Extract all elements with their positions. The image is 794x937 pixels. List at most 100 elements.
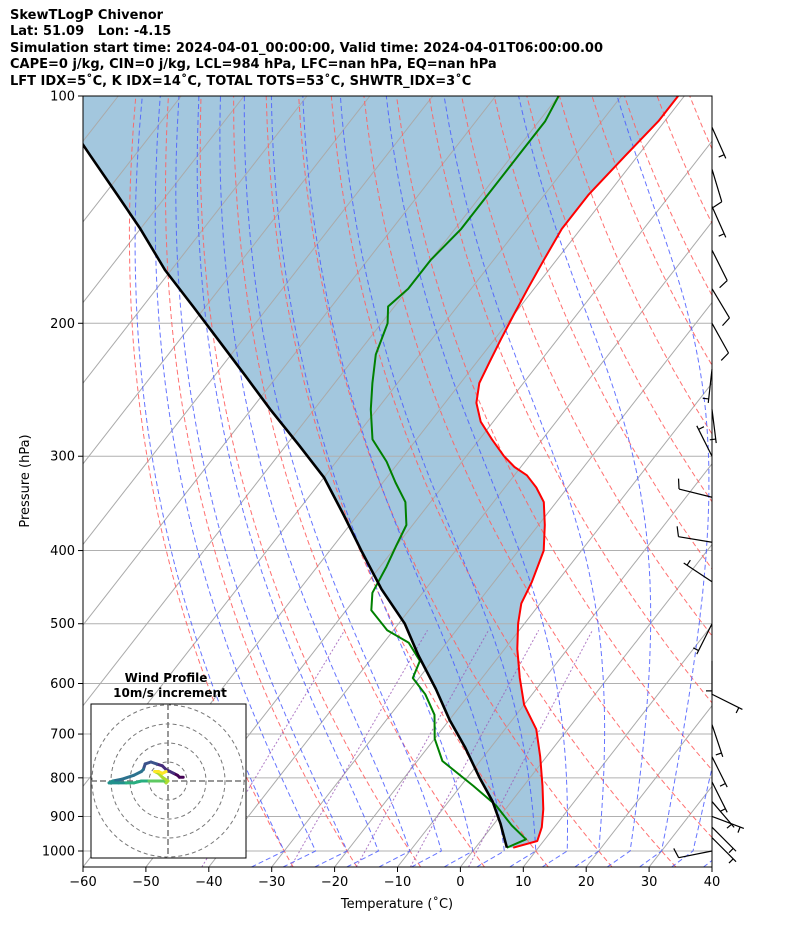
- moist-adiabat: [154, 96, 317, 867]
- hodograph-segment: [120, 773, 136, 781]
- isotherm: [460, 543, 712, 867]
- wind-barb: [673, 848, 713, 859]
- y-tick-label: 500: [50, 617, 75, 632]
- x-tick-label: 40: [704, 875, 721, 890]
- isotherm: [522, 624, 712, 867]
- index-line: LFT IDX=5˚C, K IDX=14˚C, TOTAL TOTS=53˚C…: [10, 73, 472, 89]
- barb-half-flag: [719, 782, 726, 787]
- dry-adiabat: [428, 96, 712, 704]
- dry-adiabat: [330, 96, 677, 867]
- moist-adiabat: [518, 96, 652, 867]
- x-tick-label: −30: [258, 875, 285, 890]
- wind-barbs: [673, 96, 745, 867]
- barb-flag: [720, 352, 729, 361]
- barb-shaft: [711, 801, 735, 828]
- barb-shaft: [711, 249, 728, 281]
- isotherm: [83, 96, 308, 384]
- location-line: Lat: 51.09 Lon: -4.15: [10, 24, 172, 40]
- hodograph-inset: Wind Profile 10m/s increment: [90, 671, 247, 859]
- barb-shaft: [711, 781, 728, 813]
- moist-adiabat: [302, 96, 505, 867]
- x-tick-label: −20: [321, 875, 348, 890]
- wind-barb: [711, 756, 728, 788]
- moist-adiabat: [671, 765, 712, 867]
- isotherm: [83, 96, 371, 465]
- barb-flag: [712, 201, 723, 208]
- wind-barb: [676, 526, 713, 543]
- dry-adiabat: [591, 96, 712, 367]
- isotherm: [585, 704, 712, 867]
- wind-barb: [711, 781, 728, 813]
- moist-adiabat: [175, 96, 348, 867]
- x-tick-label: −50: [132, 875, 159, 890]
- barb-shaft: [711, 724, 724, 757]
- barb-half-flag: [728, 847, 734, 854]
- hodograph-subtitle: 10m/s increment: [113, 686, 227, 700]
- dry-adiabat: [755, 96, 794, 867]
- wind-barb: [706, 660, 713, 695]
- wind-barb: [711, 168, 723, 208]
- barb-shaft: [711, 288, 731, 319]
- hodograph-title: Wind Profile: [125, 671, 208, 685]
- y-tick-label: 300: [50, 450, 75, 465]
- moist-adiabat: [703, 859, 712, 867]
- barb-shaft: [711, 409, 717, 444]
- barb-shaft: [711, 826, 737, 852]
- moist-adiabat: [243, 96, 442, 867]
- isotherm: [208, 221, 712, 867]
- wind-barb: [711, 206, 727, 238]
- moist-adiabat: [134, 96, 285, 867]
- barb-shaft: [711, 756, 728, 788]
- moist-adiabat: [385, 96, 568, 867]
- moist-adiabat: [616, 96, 710, 867]
- y-axis-label: Pressure (hPa): [18, 434, 33, 527]
- dry-adiabat: [363, 96, 712, 839]
- x-tick-label: 20: [578, 875, 595, 890]
- wind-barb: [696, 425, 713, 457]
- barb-shaft: [711, 322, 730, 354]
- dry-adiabat: [722, 96, 794, 867]
- x-tick-label: 10: [515, 875, 532, 890]
- mixing-ratio-line: [468, 629, 593, 867]
- cape-line: CAPE=0 j/kg, CIN=0 j/kg, LCL=984 hPa, LF…: [10, 57, 497, 73]
- wind-barb: [709, 409, 717, 444]
- barb-shaft: [711, 693, 743, 710]
- moist-adiabat: [339, 96, 537, 867]
- y-tick-label: 800: [50, 771, 75, 786]
- y-tick-label: 900: [50, 810, 75, 825]
- barb-shaft: [696, 425, 713, 457]
- wind-barb: [683, 559, 713, 583]
- barb-half-flag: [726, 823, 732, 829]
- dry-adiabat: [265, 96, 549, 867]
- x-tick-label: 0: [456, 875, 464, 890]
- dry-adiabat: [233, 96, 485, 867]
- barb-shaft: [678, 850, 713, 859]
- plot-area: [83, 96, 794, 867]
- wind-barb: [711, 801, 735, 829]
- barb-shaft: [711, 815, 745, 829]
- dry-adiabat: [526, 96, 712, 503]
- hodograph-segment: [160, 770, 168, 775]
- isotherm: [83, 96, 434, 546]
- dewpoint-line: [369, 96, 560, 849]
- temperature-line: [475, 96, 679, 849]
- barb-half-flag: [735, 707, 740, 714]
- mixing-ratio-line: [290, 629, 428, 867]
- barb-flag: [676, 526, 680, 537]
- barb-half-flag: [715, 752, 722, 756]
- barb-half-flag: [686, 559, 691, 566]
- wind-barb: [702, 369, 713, 403]
- barb-shaft: [696, 623, 713, 655]
- barb-half-flag: [719, 808, 726, 812]
- y-tick-label: 200: [50, 317, 75, 332]
- barb-half-flag: [718, 154, 725, 158]
- parcel-path-line: [83, 142, 509, 849]
- y-tick-label: 100: [50, 90, 75, 105]
- barb-half-flag: [718, 233, 725, 237]
- isotherm: [711, 866, 712, 867]
- isotherm: [83, 96, 559, 707]
- moist-adiabat: [270, 96, 474, 867]
- mixing-ratio-line: [201, 629, 346, 867]
- wind-barb: [711, 693, 743, 714]
